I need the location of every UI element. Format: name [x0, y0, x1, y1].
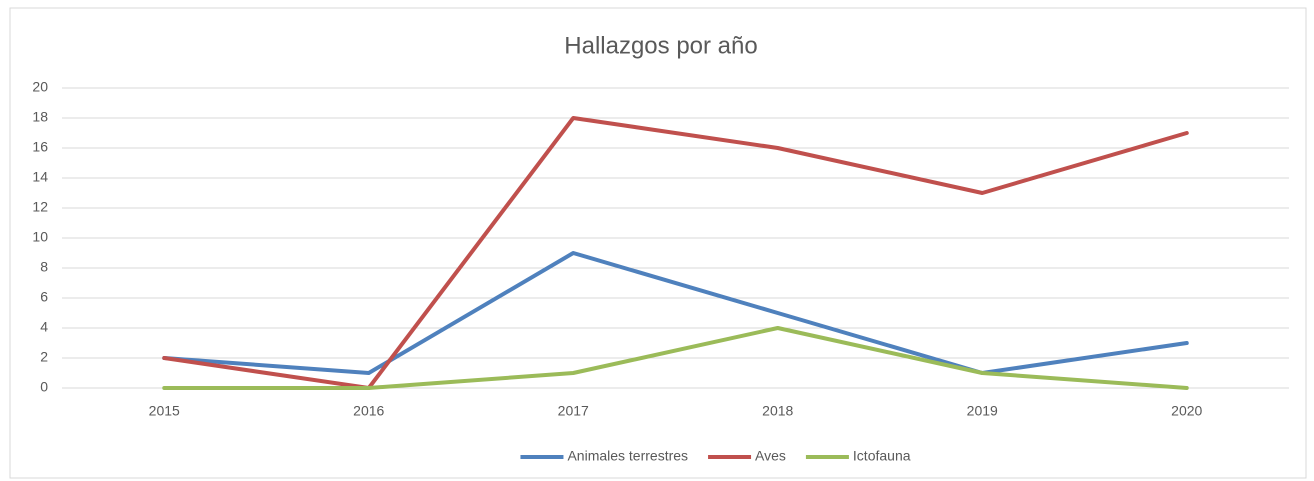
- legend-item: Ictofauna: [805, 448, 911, 464]
- y-tick-label: 8: [40, 259, 48, 275]
- x-tick-label: 2016: [353, 403, 384, 419]
- x-tick-label: 2017: [558, 403, 589, 419]
- chart-frame: [9, 7, 1307, 479]
- chart-title: Hallazgos por año: [564, 32, 757, 59]
- series-line: [162, 326, 1189, 390]
- y-tick-label: 2: [40, 349, 48, 365]
- y-tick-label: 0: [40, 379, 48, 395]
- x-tick-label: 2018: [762, 403, 793, 419]
- y-tick-label: 18: [32, 109, 48, 125]
- legend-label: Aves: [755, 448, 786, 464]
- y-tick-label: 6: [40, 289, 48, 305]
- series-line: [162, 251, 1189, 375]
- series-line: [162, 116, 1189, 390]
- x-tick-label: 2015: [149, 403, 180, 419]
- y-tick-label: 16: [32, 139, 48, 155]
- x-tick-label: 2020: [1171, 403, 1202, 419]
- y-tick-label: 10: [32, 229, 48, 245]
- y-tick-label: 4: [40, 319, 48, 335]
- x-tick-label: 2019: [967, 403, 998, 419]
- legend-label: Animales terrestres: [567, 448, 688, 464]
- legend-label: Ictofauna: [853, 448, 911, 464]
- y-tick-label: 12: [32, 199, 48, 215]
- legend-item: Aves: [708, 448, 786, 464]
- y-tick-label: 20: [32, 79, 48, 95]
- legend-item: Animales terrestres: [520, 448, 688, 464]
- y-tick-label: 14: [32, 169, 48, 185]
